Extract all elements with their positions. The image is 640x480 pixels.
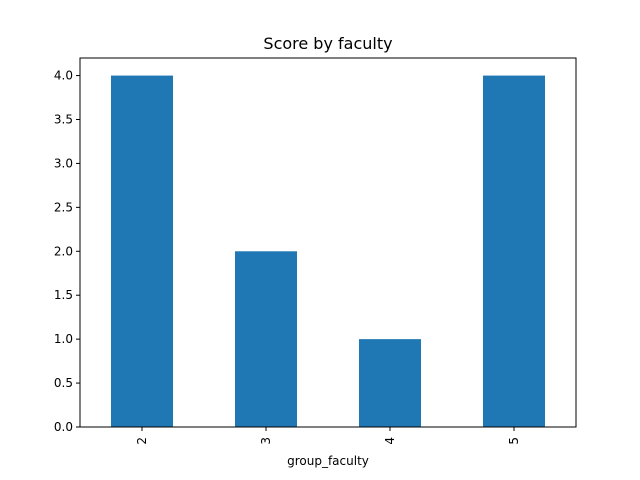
bar-5	[483, 75, 545, 428]
y-axis-ticks: 0.0 0.5 1.0 1.5 2.0 2.5 3.0 3.5 4.0	[54, 69, 80, 434]
plot-frame	[79, 57, 577, 428]
y-tick-label: 2.5	[54, 200, 73, 214]
y-tick-label: 0.5	[54, 376, 73, 390]
x-tick-label: 2	[135, 437, 149, 445]
y-tick-label: 2.0	[54, 244, 73, 258]
y-tick-label: 1.0	[54, 332, 73, 346]
y-tick-label: 3.0	[54, 156, 73, 170]
x-tick-label: 4	[383, 437, 397, 445]
y-tick-label: 0.0	[54, 420, 73, 434]
x-axis-ticks: 2 3 4 5	[135, 427, 521, 445]
bars-group	[111, 75, 545, 428]
x-axis-title: group_faculty	[287, 454, 369, 468]
bar-4	[359, 339, 421, 427]
y-tick-label: 4.0	[54, 69, 73, 83]
y-tick-label: 1.5	[54, 288, 73, 302]
chart-title: Score by faculty	[263, 34, 392, 53]
x-tick-label: 3	[259, 437, 273, 445]
x-tick-label: 5	[507, 437, 521, 445]
bar-2	[111, 75, 173, 428]
y-tick-label: 3.5	[54, 113, 73, 127]
bar-3	[235, 251, 297, 427]
